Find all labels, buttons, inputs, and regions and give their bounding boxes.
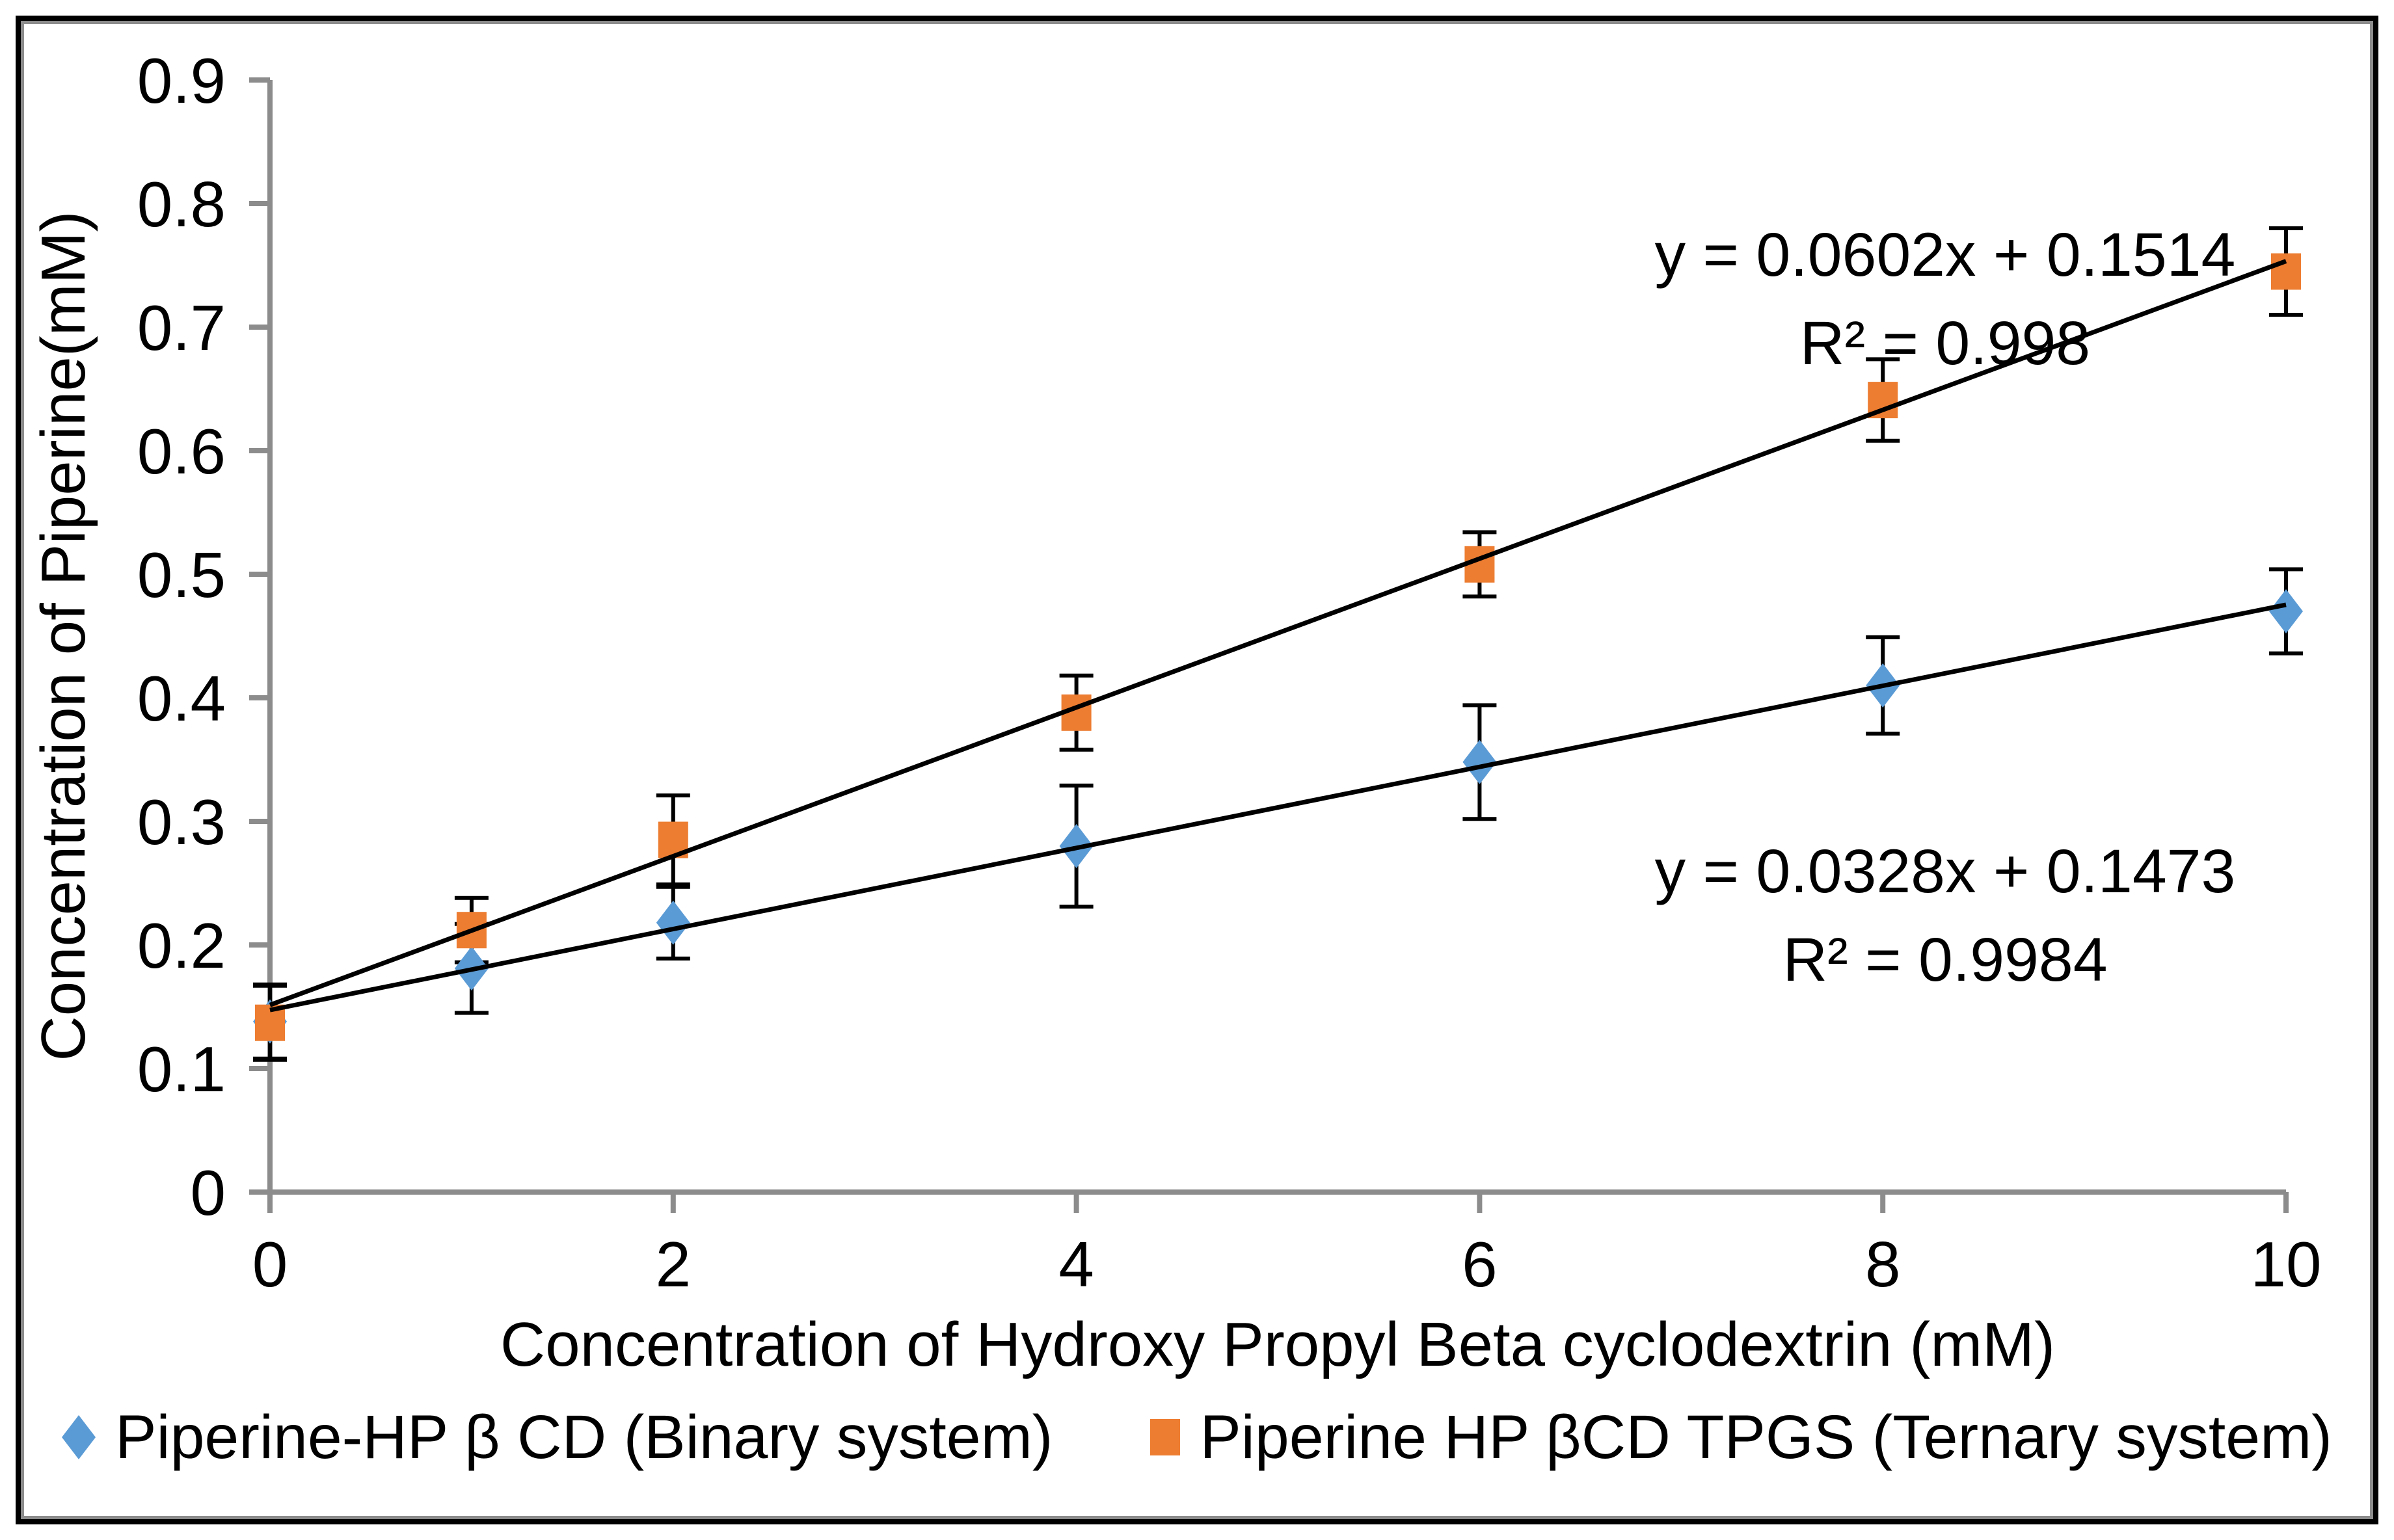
plot-frame-border <box>21 21 2373 1519</box>
y-tick-label: 0 <box>190 1157 226 1228</box>
y-tick-label: 0.1 <box>137 1033 226 1105</box>
data-point-square <box>2271 253 2301 290</box>
y-tick-label: 0.3 <box>137 786 226 858</box>
y-tick-label: 0.4 <box>137 663 226 734</box>
diamond-icon <box>62 1415 96 1459</box>
y-tick-label: 0.6 <box>137 416 226 487</box>
page-border <box>16 16 2378 1524</box>
plot-series <box>253 226 2303 1062</box>
x-tick-label: 4 <box>1058 1228 1094 1300</box>
x-tick-label: 10 <box>2250 1228 2321 1300</box>
data-point-square <box>255 1004 285 1041</box>
legend: Piperine-HP β CD (Binary system) Piperin… <box>0 1392 2394 1483</box>
ternary-trendline-r2: R² = 0.998 <box>1800 309 2090 378</box>
axes: 0 0.1 0.2 0.3 0.4 0.5 0.6 0.7 0.8 0.9 0 2 4 6 8 10 <box>137 45 2322 1300</box>
x-axis-title: Concentration of Hydroxy Propyl Beta cyc… <box>500 1310 2055 1379</box>
legend-label-ternary: Piperine HP βCD TPGS (Ternary system) <box>1200 1402 2332 1472</box>
data-point-diamond <box>1462 739 1497 784</box>
y-tick-label: 0.8 <box>137 168 226 240</box>
legend-item-ternary: Piperine HP βCD TPGS (Ternary system) <box>1150 1402 2332 1473</box>
square-icon <box>1150 1419 1181 1455</box>
trendline-series-0 <box>269 602 2287 1013</box>
legend-label-binary: Piperine-HP β CD (Binary system) <box>115 1402 1053 1472</box>
y-tick-label: 0.5 <box>137 539 226 611</box>
trendline-series-1 <box>269 259 2287 1007</box>
y-tick-label: 0.7 <box>137 292 226 364</box>
x-tick-label: 8 <box>1865 1228 1901 1300</box>
data-point-diamond <box>2269 589 2303 633</box>
y-tick-label: 0.2 <box>137 910 226 981</box>
y-axis-title: Concentration of Piperine(mM) <box>29 211 98 1061</box>
data-point-diamond <box>656 900 690 945</box>
ternary-trendline-equation: y = 0.0602x + 0.1514 <box>1655 220 2236 289</box>
legend-item-binary: Piperine-HP β CD (Binary system) <box>62 1402 1053 1473</box>
x-tick-label: 6 <box>1462 1228 1498 1300</box>
binary-trendline-equation: y = 0.0328x + 0.1473 <box>1655 837 2236 906</box>
x-tick-label: 2 <box>656 1228 692 1300</box>
y-tick-label: 0.9 <box>137 45 226 116</box>
x-tick-label: 0 <box>252 1228 288 1300</box>
binary-trendline-r2: R² = 0.9984 <box>1782 925 2107 994</box>
